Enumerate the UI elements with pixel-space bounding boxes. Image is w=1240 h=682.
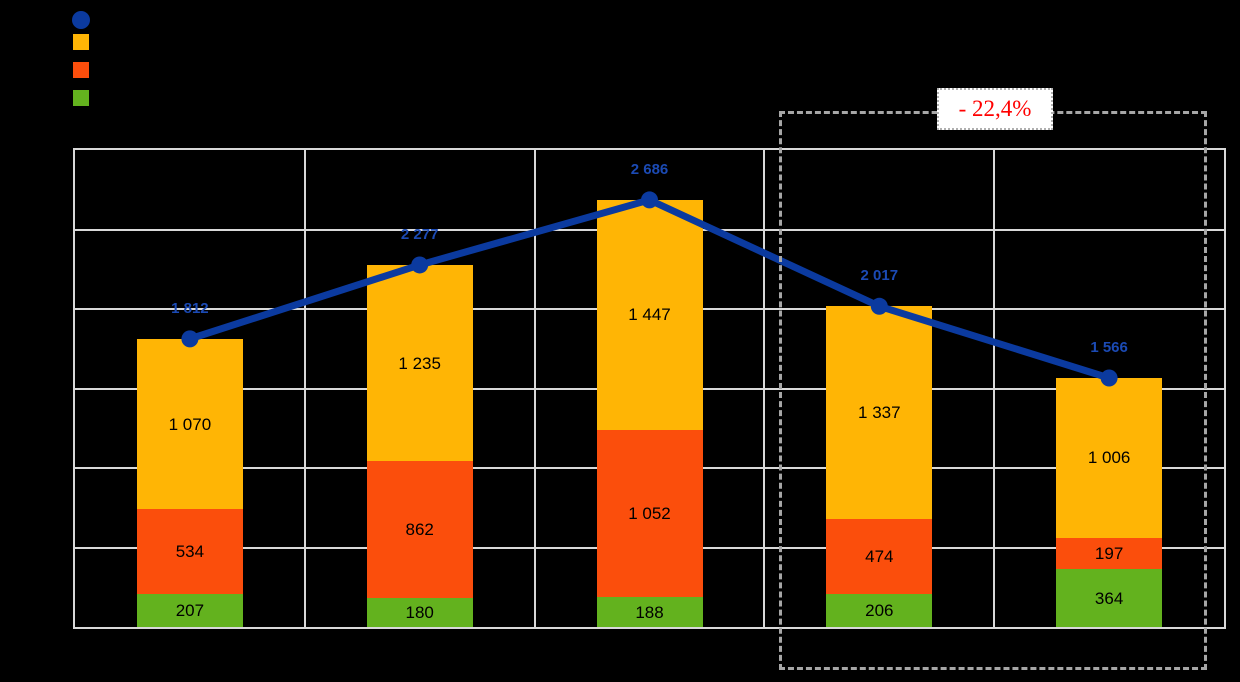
bar-segment-value: 474 — [865, 547, 894, 567]
total-value-label: 2 686 — [630, 160, 669, 178]
bar-segment-green-segment: 207 — [136, 594, 243, 627]
bar-segment-value: 197 — [1094, 543, 1124, 563]
annotation-text: - 22,4% — [958, 96, 1032, 121]
bar-segment-green-segment: 206 — [826, 594, 933, 627]
gridline-vertical — [993, 150, 996, 627]
total-line-marker — [181, 330, 199, 348]
bar-segment-yellow-segment: 1 070 — [136, 339, 243, 510]
bar-segment-yellow-segment: 1 006 — [1056, 377, 1163, 538]
bar-segment-value: 206 — [865, 601, 894, 621]
bar-segment-yellow-segment: 1 235 — [366, 264, 473, 462]
bar-segment-orange-segment: 197 — [1056, 537, 1163, 570]
gridline-vertical — [533, 150, 536, 627]
bar-segment-orange-segment: 474 — [826, 518, 933, 595]
stacked-bar: 1 235 862 180 — [366, 264, 473, 627]
bar-segment-value: 1 337 — [858, 403, 901, 423]
bar-segment-value: 1 070 — [168, 414, 212, 434]
bar-segment-value: 1 235 — [398, 353, 441, 373]
highlight-region-box — [779, 111, 1207, 670]
bar-segment-value: 180 — [405, 603, 434, 623]
total-value-label: 1 812 — [171, 299, 209, 317]
total-line-marker — [411, 256, 429, 274]
total-value-label: 2 017 — [860, 267, 899, 285]
bar-segment-value: 1 052 — [628, 503, 671, 523]
stacked-bar: 1 337 474 206 — [826, 306, 933, 627]
total-line-marker — [641, 191, 658, 209]
plot-area: 1 070 534 207 1 235 862 180 1 447 1 052 188 1 337… — [75, 150, 1224, 627]
bar-segment-value: 207 — [175, 601, 205, 621]
bar-segment-yellow-segment: 1 447 — [596, 199, 703, 430]
legend-marker-total-line — [72, 11, 90, 29]
bar-segment-orange-segment: 1 052 — [596, 429, 703, 598]
bar-segment-orange-segment: 862 — [366, 461, 473, 599]
bar-segment-yellow-segment: 1 337 — [826, 306, 933, 519]
legend-marker-green-segment — [73, 90, 89, 106]
bar-segment-green-segment: 364 — [1056, 569, 1163, 627]
stacked-bar: 1 070 534 207 — [136, 339, 243, 627]
total-value-label: 2 277 — [400, 225, 439, 243]
stacked-bar: 1 447 1 052 188 — [596, 199, 703, 627]
total-line-layer — [181, 191, 1118, 387]
bar-segment-value: 364 — [1094, 588, 1124, 608]
bar-segment-orange-segment: 534 — [136, 509, 243, 595]
total-line-marker — [870, 297, 888, 315]
bar-segment-green-segment: 180 — [366, 598, 473, 627]
bar-segment-value: 862 — [405, 520, 434, 540]
total-line-marker — [1100, 369, 1118, 387]
bar-segment-value: 534 — [175, 542, 205, 562]
total-value-label: 1 566 — [1090, 339, 1128, 356]
gridline-vertical — [763, 150, 766, 627]
bar-segment-value: 1 447 — [628, 305, 671, 325]
bar-segment-value: 1 006 — [1087, 448, 1131, 468]
stacked-bar: 1 006 197 364 — [1056, 377, 1163, 627]
legend-marker-orange-segment — [73, 62, 89, 78]
gridline-vertical — [303, 150, 306, 627]
annotation-badge: - 22,4% — [937, 88, 1053, 130]
legend-marker-yellow-segment — [73, 34, 89, 50]
bar-segment-green-segment: 188 — [596, 597, 703, 627]
bar-segment-value: 188 — [635, 602, 664, 622]
